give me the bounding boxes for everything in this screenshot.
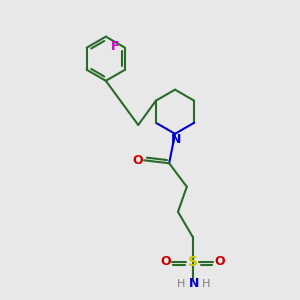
Text: S: S [188, 255, 198, 269]
Text: O: O [132, 154, 143, 167]
Text: N: N [189, 278, 200, 290]
Text: N: N [171, 133, 182, 146]
Text: H: H [177, 279, 186, 289]
Text: F: F [111, 40, 120, 53]
Text: O: O [160, 255, 171, 268]
Text: O: O [214, 255, 225, 268]
Text: H: H [202, 279, 210, 289]
